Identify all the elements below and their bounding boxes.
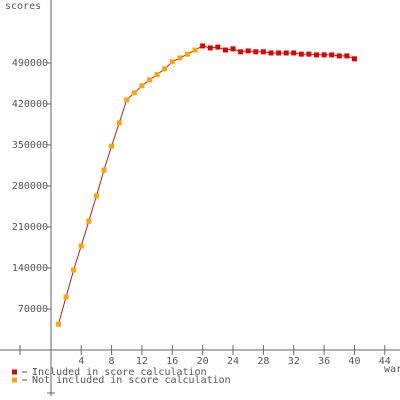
point bbox=[124, 97, 130, 103]
point bbox=[344, 53, 350, 59]
x-tick-label: 4 bbox=[78, 356, 84, 367]
x-axis-label: war bbox=[384, 364, 400, 375]
point bbox=[71, 267, 77, 273]
point bbox=[93, 193, 99, 199]
x-tick-label: 8 bbox=[109, 356, 115, 367]
point bbox=[207, 45, 213, 51]
point bbox=[139, 83, 145, 89]
point bbox=[321, 52, 327, 58]
legend-label: Included in score calculation bbox=[32, 367, 207, 378]
y-tick-label: 70000 bbox=[18, 304, 48, 315]
point bbox=[314, 52, 320, 58]
point bbox=[351, 56, 357, 62]
point bbox=[260, 49, 266, 55]
x-tick-label: 40 bbox=[348, 356, 360, 367]
point bbox=[268, 50, 274, 56]
x-tick-label: 28 bbox=[257, 356, 269, 367]
point bbox=[169, 59, 175, 65]
y-axis-label: scores bbox=[5, 1, 41, 12]
point bbox=[63, 294, 69, 300]
legend-label: Not included in score calculation bbox=[32, 375, 231, 386]
point bbox=[230, 46, 236, 52]
x-tick-label: 44 bbox=[379, 356, 391, 367]
series-line bbox=[57, 49, 196, 325]
x-tick-label: 32 bbox=[288, 356, 300, 367]
y-tick-label: 280000 bbox=[12, 181, 48, 192]
legend-swatch bbox=[12, 377, 17, 383]
point bbox=[192, 47, 198, 53]
point bbox=[177, 55, 183, 61]
point bbox=[253, 49, 259, 55]
point bbox=[78, 243, 84, 249]
point bbox=[154, 72, 160, 78]
x-tick-label: 24 bbox=[227, 356, 239, 367]
point bbox=[131, 90, 137, 96]
point bbox=[101, 167, 107, 173]
point bbox=[86, 218, 92, 224]
y-tick-label: 140000 bbox=[12, 263, 48, 274]
point bbox=[306, 51, 312, 57]
point bbox=[291, 50, 297, 56]
x-tick-label: 12 bbox=[136, 356, 148, 367]
x-tick-label: 16 bbox=[166, 356, 178, 367]
y-tick-label: 210000 bbox=[12, 222, 48, 233]
y-tick-label: 490000 bbox=[12, 58, 48, 69]
point bbox=[109, 143, 115, 149]
point bbox=[55, 321, 61, 327]
point bbox=[276, 50, 282, 56]
point bbox=[184, 51, 190, 57]
point bbox=[245, 48, 251, 54]
point bbox=[147, 77, 153, 83]
point bbox=[200, 43, 206, 49]
y-tick-label: 350000 bbox=[12, 140, 48, 151]
point bbox=[238, 49, 244, 55]
point bbox=[162, 66, 168, 72]
point bbox=[336, 53, 342, 59]
y-tick-label: 420000 bbox=[12, 99, 48, 110]
point bbox=[116, 120, 122, 126]
x-tick-label: 20 bbox=[197, 356, 209, 367]
point bbox=[283, 50, 289, 56]
legend-swatch bbox=[12, 369, 17, 375]
x-tick-label: 36 bbox=[318, 356, 330, 367]
point bbox=[222, 47, 228, 53]
point bbox=[298, 51, 304, 57]
point bbox=[329, 52, 335, 58]
point bbox=[215, 44, 221, 50]
